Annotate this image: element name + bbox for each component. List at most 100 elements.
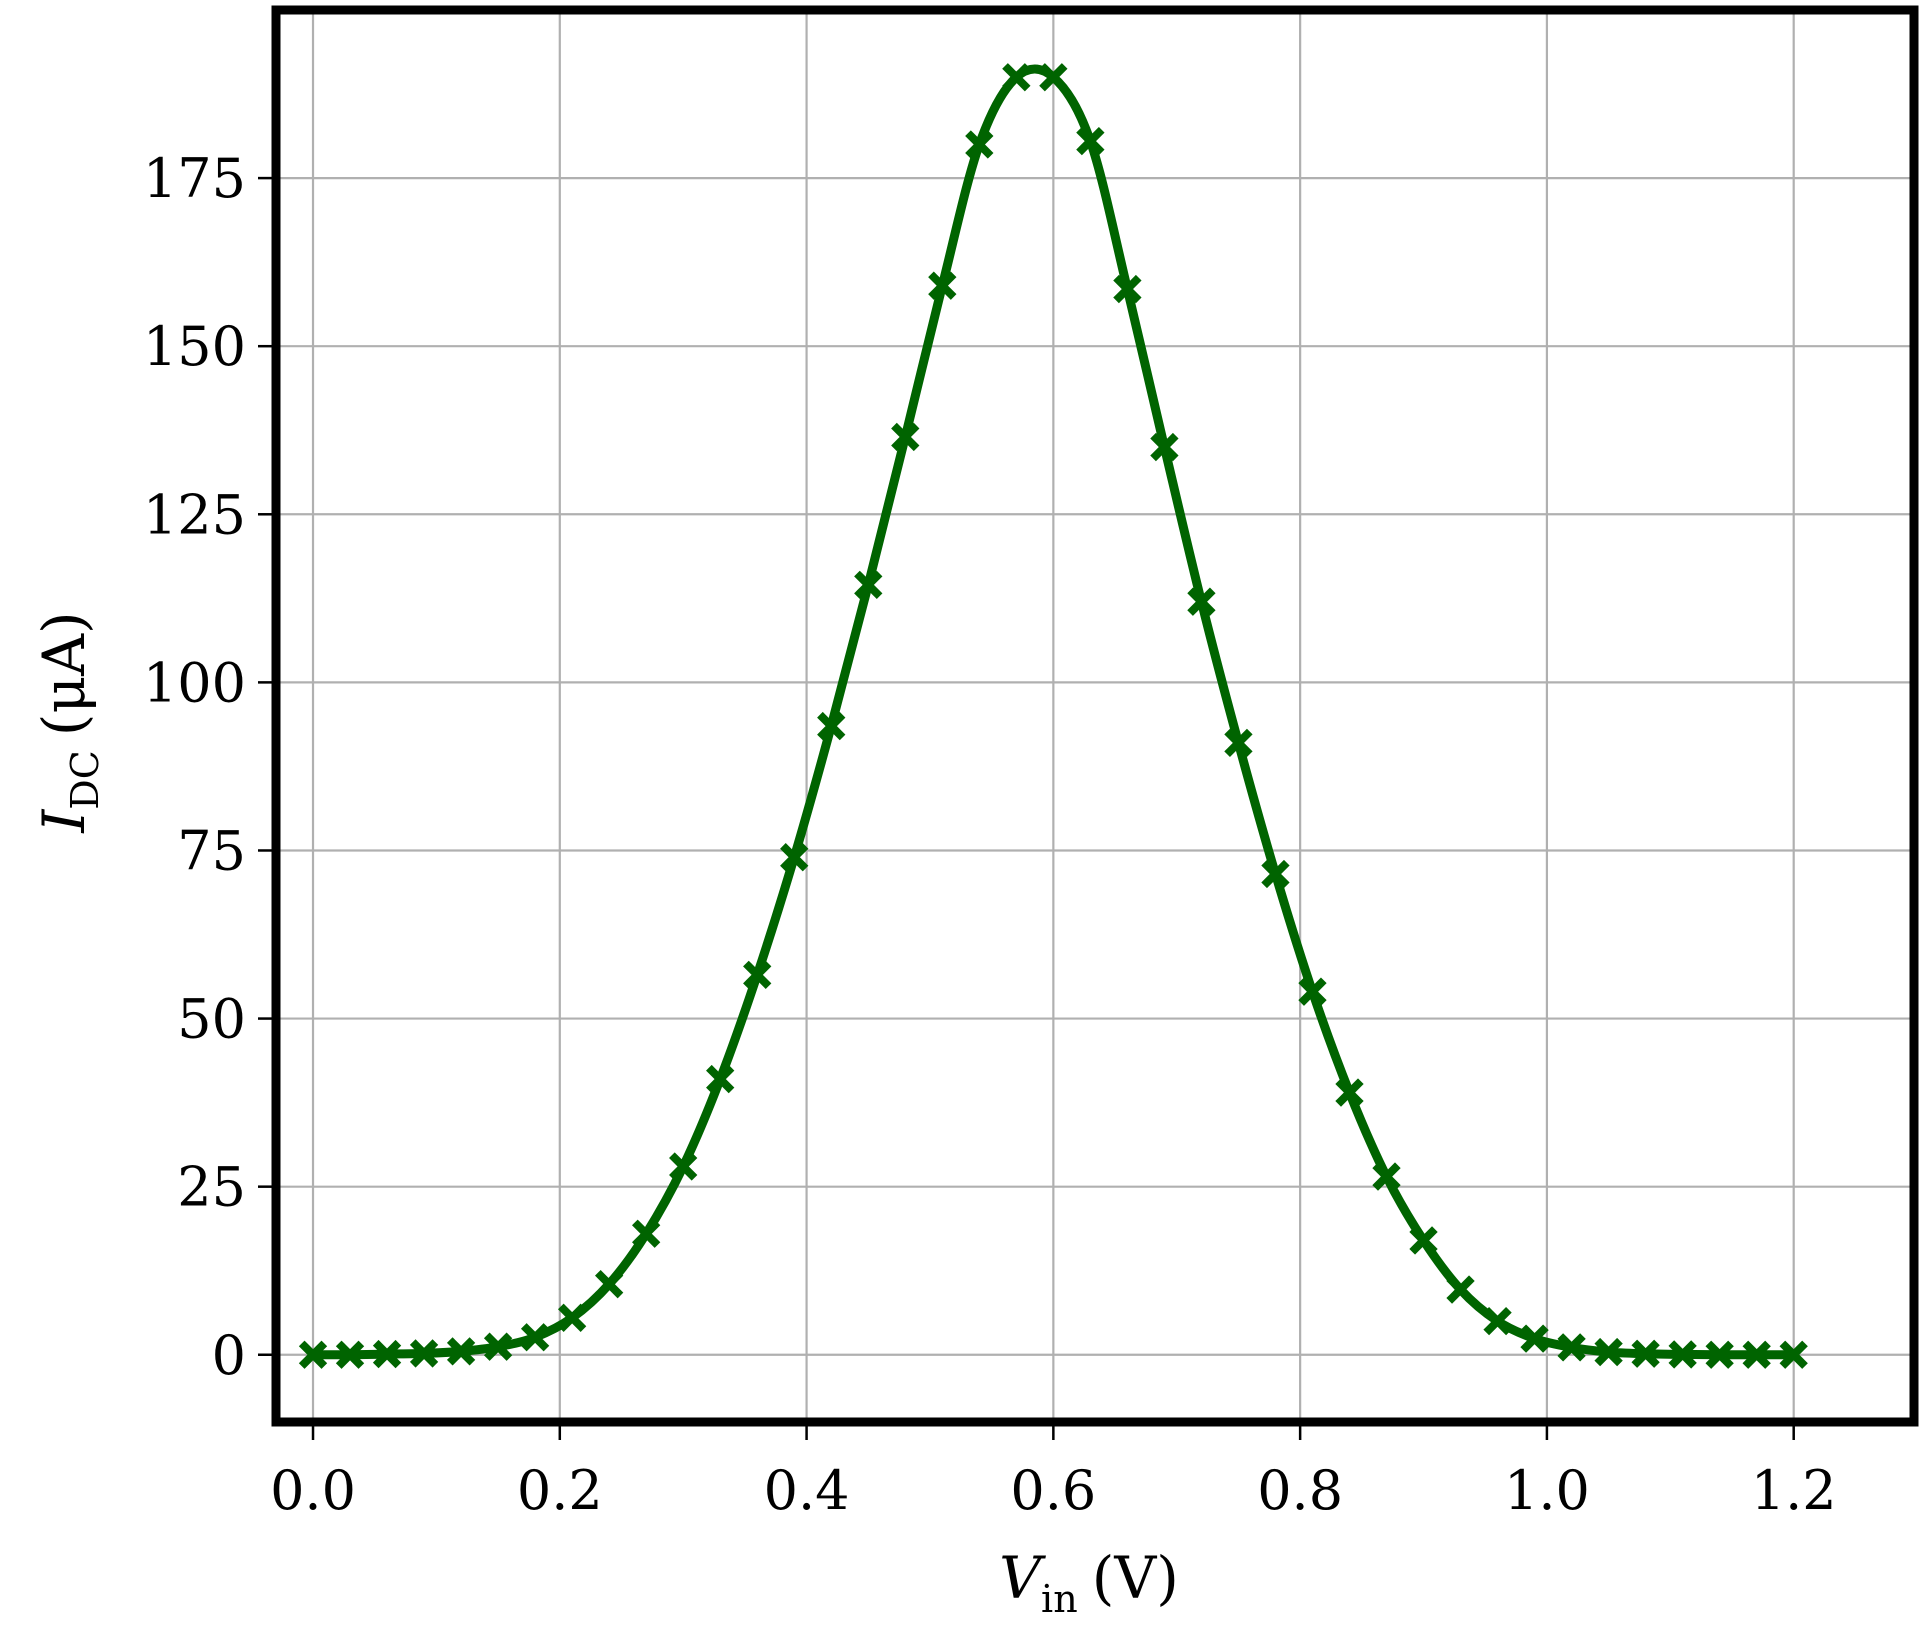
data-point-4 (446, 1337, 476, 1366)
data-point-3-stroke-b (409, 1339, 439, 1368)
data-point-31-stroke-b (1446, 1275, 1475, 1304)
x-tick-label-1: 0.2 (517, 1459, 603, 1522)
data-point-9 (632, 1219, 661, 1248)
y-tick-label-2: 50 (177, 988, 246, 1051)
data-point-30 (1409, 1226, 1438, 1255)
data-point-38-stroke-b (1705, 1340, 1734, 1369)
data-point-18 (965, 130, 994, 159)
data-point-36-stroke-b (1631, 1339, 1660, 1368)
data-point-3 (409, 1339, 439, 1368)
data-point-24-stroke-b (1187, 587, 1216, 616)
data-point-18-stroke-b (965, 130, 994, 159)
data-point-7-stroke-b (557, 1303, 587, 1332)
data-point-12 (743, 960, 772, 990)
data-point-6-stroke-b (520, 1323, 550, 1352)
data-point-37-stroke-b (1668, 1340, 1697, 1369)
data-point-35-stroke-b (1594, 1337, 1623, 1367)
x-tick-label-4: 0.8 (1257, 1459, 1343, 1522)
data-point-9-stroke-b (632, 1219, 661, 1248)
data-point-29 (1372, 1162, 1401, 1191)
data-point-16-stroke-b (891, 422, 920, 452)
y-axis-symbol: I (30, 809, 98, 834)
data-point-1-stroke-b (335, 1340, 365, 1369)
data-point-29-stroke-b (1372, 1162, 1401, 1191)
data-point-34-stroke-b (1557, 1333, 1586, 1362)
y-tick-label-5: 125 (143, 483, 246, 546)
y-axis-subscript: DC (63, 750, 107, 810)
x-tick-label-6: 1.2 (1751, 1459, 1837, 1522)
data-point-22 (1113, 274, 1142, 304)
x-tick-label-5: 1.0 (1504, 1459, 1590, 1522)
data-point-34 (1557, 1333, 1586, 1362)
y-axis-label: IDC (μA) (30, 611, 107, 833)
x-tick-label-2: 0.4 (764, 1459, 850, 1522)
data-point-17-stroke-b (928, 271, 957, 300)
data-point-39 (1742, 1340, 1771, 1369)
data-point-39-stroke-b (1742, 1340, 1771, 1369)
y-tick-label-0: 0 (212, 1324, 246, 1387)
data-point-13 (780, 843, 809, 872)
data-point-19-stroke-b (1002, 63, 1031, 92)
data-point-19 (1002, 63, 1031, 92)
data-point-27 (1298, 977, 1327, 1006)
data-point-32-stroke-b (1483, 1306, 1512, 1336)
data-point-11 (706, 1064, 735, 1094)
data-point-15 (854, 570, 883, 600)
y-tick-label-1: 25 (177, 1156, 246, 1219)
data-point-27-stroke-b (1298, 977, 1327, 1006)
data-point-6 (520, 1323, 550, 1352)
data-point-35 (1594, 1337, 1623, 1367)
tick-layer: 0.0 0.2 0.4 0.6 0.8 1.0 1.2 0 25 50 75 100 125 150 175 (143, 147, 1837, 1522)
x-axis-unit: (V) (1092, 1544, 1179, 1612)
data-point-14-stroke-b (817, 711, 846, 741)
data-point-36 (1631, 1339, 1660, 1368)
x-axis-subscript: in (1041, 1577, 1078, 1621)
data-point-33 (1520, 1324, 1549, 1353)
data-point-10-stroke-b (669, 1152, 698, 1181)
data-point-26-stroke-b (1261, 859, 1290, 889)
y-tick-label-4: 100 (143, 651, 246, 714)
data-point-26 (1261, 859, 1290, 889)
data-point-22-stroke-b (1113, 274, 1142, 304)
data-point-21 (1076, 126, 1105, 156)
data-point-8-stroke-b (594, 1270, 624, 1299)
data-point-40 (1779, 1340, 1808, 1369)
plot-frame (271, 5, 1919, 1427)
y-axis-unit: (μA) (30, 611, 98, 736)
data-point-32 (1483, 1306, 1512, 1336)
marker-layer (298, 63, 1808, 1369)
data-point-28-stroke-b (1335, 1078, 1364, 1107)
data-point-16 (891, 422, 920, 452)
data-point-21-stroke-b (1076, 126, 1105, 156)
data-point-4-stroke-b (446, 1337, 476, 1366)
data-point-24 (1187, 587, 1216, 616)
data-point-10 (669, 1152, 698, 1181)
data-point-40-stroke-b (1779, 1340, 1808, 1369)
data-point-15-stroke-b (854, 570, 883, 600)
y-tick-label-6: 150 (143, 315, 246, 378)
data-point-2-stroke-b (372, 1339, 402, 1369)
data-point-38 (1705, 1340, 1734, 1369)
data-point-8 (594, 1270, 624, 1299)
y-tick-label-3: 75 (177, 819, 246, 882)
frame-layer (271, 5, 1919, 1427)
data-point-13-stroke-b (780, 843, 809, 872)
data-point-23 (1150, 432, 1179, 462)
data-point-37 (1668, 1340, 1697, 1369)
data-point-0 (298, 1340, 328, 1369)
data-point-33-stroke-b (1520, 1324, 1549, 1353)
data-point-0-stroke-b (298, 1340, 328, 1369)
data-point-14 (817, 711, 846, 741)
data-point-30-stroke-b (1409, 1226, 1438, 1255)
data-point-5 (483, 1332, 513, 1361)
data-point-23-stroke-b (1150, 432, 1179, 462)
data-point-7 (557, 1303, 587, 1332)
data-point-20-stroke-b (1039, 63, 1068, 92)
x-tick-label-0: 0.0 (270, 1459, 356, 1522)
data-point-2 (372, 1339, 402, 1369)
y-tick-label-7: 175 (143, 147, 246, 210)
grid-layer (276, 10, 1914, 1422)
data-point-25 (1224, 728, 1253, 758)
